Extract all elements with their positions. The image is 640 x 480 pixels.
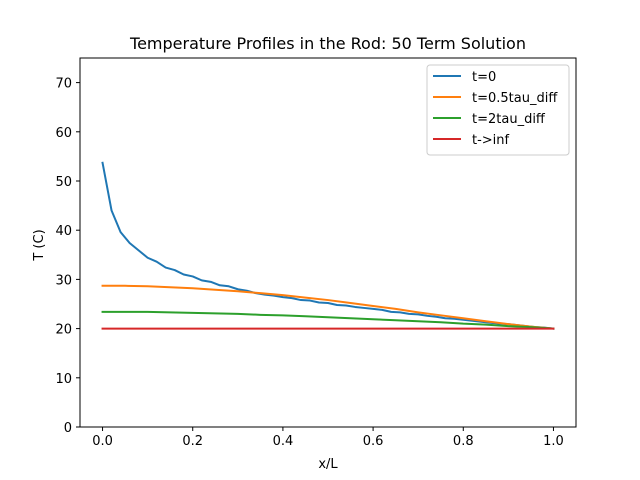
legend: t=0 t=0.5tau_diff t=2tau_diff t->inf: [426, 64, 570, 156]
y-axis-label: T (C): [32, 229, 47, 261]
y-tick-label: 50: [55, 175, 72, 190]
y-tick-label: 10: [55, 372, 72, 387]
x-tick-label: 0.8: [453, 434, 474, 449]
legend-label: t=0.5tau_diff: [472, 91, 558, 106]
y-tick-label: 0: [64, 421, 72, 436]
x-axis-label: x/L: [318, 457, 338, 472]
y-tick-label: 70: [55, 77, 72, 92]
series-line-1: [101, 161, 555, 330]
y-tick-label: 60: [55, 126, 72, 141]
y-axis: 0 10 20 30 40 50 60 70: [55, 77, 80, 436]
x-axis: 0.0 0.2 0.4 0.6 0.8 1.0: [92, 427, 564, 449]
y-tick-label: 40: [55, 224, 72, 239]
x-tick-label: 0.6: [363, 434, 384, 449]
chart-title: Temperature Profiles in the Rod: 50 Term…: [129, 34, 526, 53]
legend-label: t=0: [472, 70, 496, 85]
x-tick-label: 1.0: [543, 434, 564, 449]
series-line-2: [101, 284, 555, 330]
x-tick-label: 0.4: [273, 434, 294, 449]
legend-label: t->inf: [472, 133, 510, 148]
series-line-3: [101, 310, 555, 330]
legend-label: t=2tau_diff: [472, 112, 546, 127]
plot-lines: [101, 161, 555, 330]
y-tick-label: 30: [55, 273, 72, 288]
y-tick-label: 20: [55, 323, 72, 338]
plot-frame: [79, 57, 577, 428]
legend-box: [426, 64, 570, 156]
x-tick-label: 0.2: [182, 434, 203, 449]
x-tick-label: 0.0: [92, 434, 113, 449]
